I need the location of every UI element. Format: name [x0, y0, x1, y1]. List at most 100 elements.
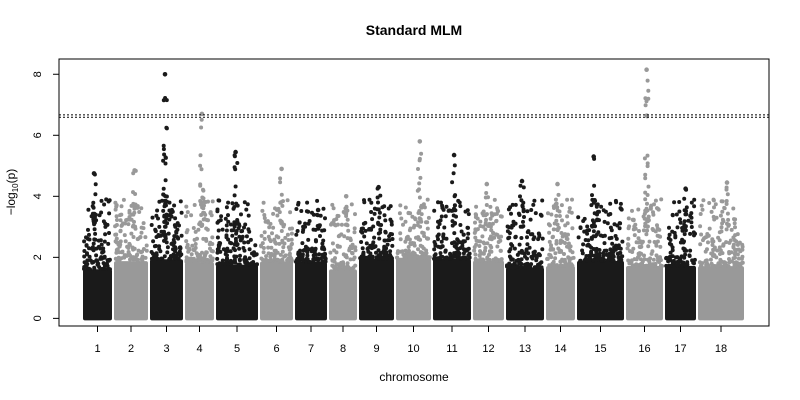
point — [270, 231, 274, 236]
point — [521, 219, 525, 224]
point — [353, 212, 357, 217]
point — [215, 262, 220, 267]
point — [706, 240, 710, 245]
point — [276, 206, 281, 211]
point — [684, 212, 689, 217]
point — [597, 209, 601, 214]
point — [559, 263, 564, 268]
point — [172, 240, 177, 245]
point — [413, 217, 418, 222]
point — [360, 256, 365, 260]
point — [128, 257, 132, 262]
point — [484, 217, 488, 222]
point — [261, 246, 266, 250]
point — [224, 233, 229, 238]
chart-title: Standard MLM — [366, 22, 462, 38]
point — [101, 246, 106, 251]
point — [421, 231, 426, 236]
point — [494, 219, 499, 224]
point — [176, 236, 180, 240]
point — [438, 251, 443, 256]
point — [691, 230, 696, 235]
point — [592, 183, 597, 188]
point — [436, 237, 440, 242]
point-cloud — [473, 260, 504, 321]
point — [645, 228, 650, 233]
point — [511, 265, 515, 270]
point — [472, 230, 477, 235]
point — [483, 248, 487, 253]
point — [562, 252, 566, 256]
point — [517, 242, 522, 247]
point — [657, 227, 662, 232]
point — [617, 221, 622, 226]
y-tick-label: 0 — [32, 315, 44, 321]
point — [267, 258, 272, 263]
point — [636, 207, 641, 212]
point — [93, 182, 98, 187]
point — [206, 199, 210, 204]
point — [692, 233, 696, 238]
point — [288, 210, 293, 215]
point — [444, 204, 449, 209]
point — [283, 235, 288, 240]
data-points — [82, 67, 745, 321]
point — [132, 210, 137, 215]
point — [161, 186, 166, 191]
point — [528, 217, 533, 222]
point — [176, 256, 181, 261]
point — [417, 209, 422, 213]
point — [494, 232, 499, 237]
point — [553, 202, 558, 207]
point — [208, 254, 213, 259]
x-tick-label: 4 — [196, 343, 202, 355]
point — [418, 217, 423, 222]
point — [450, 219, 455, 224]
point — [618, 201, 623, 206]
point — [85, 251, 89, 256]
point — [587, 257, 591, 262]
point — [678, 240, 683, 245]
point — [484, 203, 489, 207]
point — [736, 256, 741, 261]
point — [157, 257, 162, 262]
point — [86, 227, 90, 232]
point — [689, 215, 694, 220]
point — [82, 239, 87, 244]
point — [592, 211, 597, 216]
point — [376, 200, 380, 205]
point — [359, 226, 364, 231]
point — [175, 227, 180, 232]
point — [589, 236, 594, 241]
point — [285, 232, 290, 237]
point — [135, 259, 140, 264]
point — [728, 238, 733, 243]
point — [505, 224, 510, 229]
peak-point — [233, 149, 238, 155]
point — [185, 210, 190, 215]
point — [458, 223, 463, 227]
chromosome-3-points — [149, 72, 184, 321]
point — [416, 247, 420, 252]
point — [87, 237, 92, 242]
point — [127, 241, 132, 246]
point — [275, 257, 280, 262]
point — [513, 221, 518, 226]
point — [131, 223, 136, 228]
point — [669, 242, 674, 247]
point — [632, 233, 637, 238]
point — [720, 217, 725, 222]
point — [646, 244, 651, 249]
point — [628, 249, 632, 254]
point — [711, 197, 716, 202]
point-cloud — [114, 261, 148, 321]
point — [608, 201, 613, 206]
point — [173, 216, 178, 221]
point — [390, 243, 395, 248]
point — [299, 209, 304, 213]
point — [498, 248, 503, 253]
point — [525, 235, 529, 240]
point — [241, 246, 246, 250]
point — [143, 255, 148, 260]
chromosome-4-points — [184, 111, 215, 321]
